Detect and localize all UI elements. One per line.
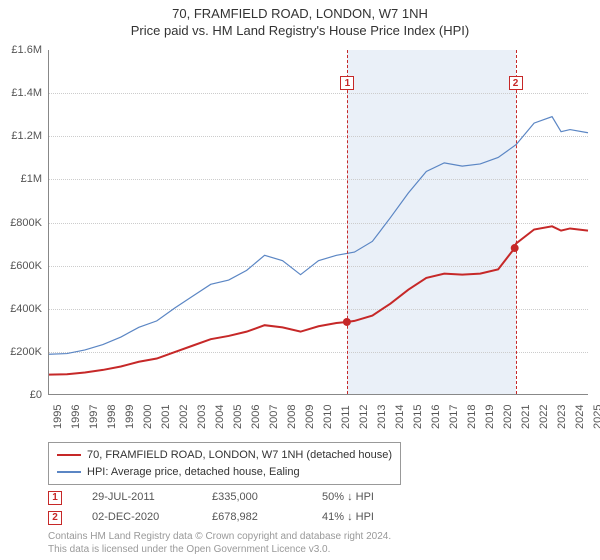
sale-price: £335,000 xyxy=(212,488,292,508)
chart-title: 70, FRAMFIELD ROAD, LONDON, W7 1NH xyxy=(0,6,600,21)
x-tick-label: 2019 xyxy=(484,405,496,429)
x-tick-label: 2016 xyxy=(430,405,442,429)
x-axis-labels: 1995 1996 1997 1998 1999 2000 2001 2002 2003 2004… xyxy=(48,395,588,445)
y-tick-label: £1.4M xyxy=(11,87,42,99)
x-tick-label: 2012 xyxy=(358,405,370,429)
x-tick-label: 2021 xyxy=(520,405,532,429)
annotation-vline xyxy=(516,50,517,394)
x-tick-label: 2013 xyxy=(376,405,388,429)
x-tick-label: 1998 xyxy=(106,405,118,429)
x-tick-label: 1995 xyxy=(52,405,64,429)
x-tick-label: 2005 xyxy=(232,405,244,429)
sale-row: 1 29-JUL-2011 £335,000 50% ↓ HPI xyxy=(48,488,392,508)
x-tick-label: 2014 xyxy=(394,405,406,429)
y-tick-label: £1M xyxy=(21,173,42,185)
legend-swatch xyxy=(57,471,81,473)
x-tick-label: 2018 xyxy=(466,405,478,429)
legend: 70, FRAMFIELD ROAD, LONDON, W7 1NH (deta… xyxy=(48,442,401,485)
x-tick-label: 1999 xyxy=(124,405,136,429)
legend-label: 70, FRAMFIELD ROAD, LONDON, W7 1NH (deta… xyxy=(87,447,392,464)
x-tick-label: 2025 xyxy=(592,405,600,429)
x-tick-label: 2024 xyxy=(574,405,586,429)
sale-price: £678,982 xyxy=(212,508,292,528)
chart-container: 70, FRAMFIELD ROAD, LONDON, W7 1NH Price… xyxy=(0,0,600,560)
chart-subtitle: Price paid vs. HM Land Registry's House … xyxy=(0,23,600,38)
sale-date: 02-DEC-2020 xyxy=(92,508,182,528)
annotation-vline xyxy=(347,50,348,394)
sale-ratio: 50% ↓ HPI xyxy=(322,488,392,508)
plot-svg xyxy=(49,50,588,394)
x-tick-label: 2022 xyxy=(538,405,550,429)
annotation-label: 2 xyxy=(509,76,523,90)
x-tick-label: 1996 xyxy=(70,405,82,429)
x-tick-label: 2000 xyxy=(142,405,154,429)
y-tick-label: £600K xyxy=(10,260,42,272)
footer-line-2: This data is licensed under the Open Gov… xyxy=(48,543,391,556)
x-tick-label: 2007 xyxy=(268,405,280,429)
y-tick-label: £1.2M xyxy=(11,130,42,142)
y-tick-label: £200K xyxy=(10,346,42,358)
x-tick-label: 2009 xyxy=(304,405,316,429)
legend-label: HPI: Average price, detached house, Eali… xyxy=(87,464,300,481)
series-hpi xyxy=(49,117,588,355)
legend-row: HPI: Average price, detached house, Eali… xyxy=(57,464,392,481)
x-tick-label: 2015 xyxy=(412,405,424,429)
sale-row: 2 02-DEC-2020 £678,982 41% ↓ HPI xyxy=(48,508,392,528)
y-axis-labels: £0£200K£400K£600K£800K£1M£1.2M£1.4M£1.6M xyxy=(0,50,48,395)
sale-ratio: 41% ↓ HPI xyxy=(322,508,392,528)
x-tick-label: 2001 xyxy=(160,405,172,429)
footer-line-1: Contains HM Land Registry data © Crown c… xyxy=(48,530,391,543)
sale-marker: 2 xyxy=(48,511,62,525)
x-tick-label: 2006 xyxy=(250,405,262,429)
x-tick-label: 2020 xyxy=(502,405,514,429)
title-block: 70, FRAMFIELD ROAD, LONDON, W7 1NH Price… xyxy=(0,0,600,40)
x-tick-label: 2008 xyxy=(286,405,298,429)
y-tick-label: £400K xyxy=(10,303,42,315)
x-tick-label: 2002 xyxy=(178,405,190,429)
x-tick-label: 2023 xyxy=(556,405,568,429)
sale-marker: 1 xyxy=(48,491,62,505)
legend-row: 70, FRAMFIELD ROAD, LONDON, W7 1NH (deta… xyxy=(57,447,392,464)
x-tick-label: 2011 xyxy=(340,405,352,429)
series-property xyxy=(49,226,588,374)
legend-swatch xyxy=(57,454,81,456)
sales-table: 1 29-JUL-2011 £335,000 50% ↓ HPI 2 02-DEC-202… xyxy=(48,488,392,528)
footer-text: Contains HM Land Registry data © Crown c… xyxy=(48,530,391,556)
y-tick-label: £0 xyxy=(30,389,42,401)
x-tick-label: 2004 xyxy=(214,405,226,429)
plot-area: 12 xyxy=(48,50,588,395)
annotation-label: 1 xyxy=(340,76,354,90)
x-tick-label: 2010 xyxy=(322,405,334,429)
y-tick-label: £1.6M xyxy=(11,44,42,56)
x-tick-label: 2017 xyxy=(448,405,460,429)
y-tick-label: £800K xyxy=(10,217,42,229)
sale-date: 29-JUL-2011 xyxy=(92,488,182,508)
x-tick-label: 2003 xyxy=(196,405,208,429)
x-tick-label: 1997 xyxy=(88,405,100,429)
